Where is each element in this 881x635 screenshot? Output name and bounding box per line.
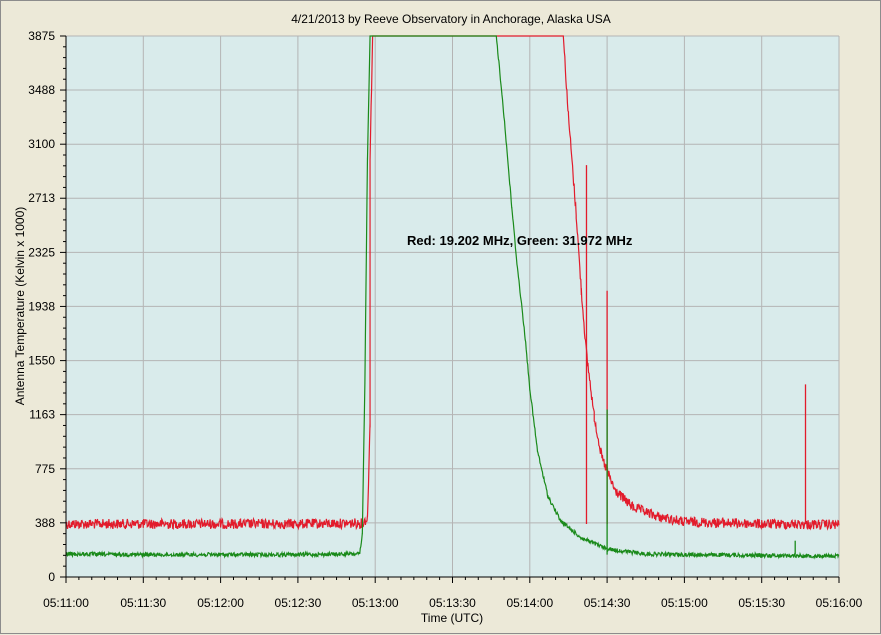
x-tick-label: 05:16:00 bbox=[816, 596, 863, 610]
x-tick-label: 05:11:30 bbox=[120, 596, 166, 610]
y-tick-label: 3875 bbox=[28, 29, 55, 43]
x-tick-label: 05:14:30 bbox=[584, 596, 631, 610]
x-tick-label: 05:11:00 bbox=[43, 596, 89, 610]
x-tick-label: 05:13:30 bbox=[429, 596, 476, 610]
y-tick-label: 2713 bbox=[28, 191, 55, 205]
x-tick-label: 05:15:30 bbox=[738, 596, 785, 610]
y-tick-label: 1163 bbox=[29, 408, 55, 422]
x-tick-label: 05:13:00 bbox=[352, 596, 399, 610]
y-tick-label: 2325 bbox=[28, 245, 55, 259]
series-line-green bbox=[65, 35, 840, 560]
x-tick-label: 05:12:30 bbox=[275, 596, 322, 610]
x-tick-label: 05:15:00 bbox=[661, 596, 708, 610]
x-tick-label: 05:14:00 bbox=[506, 596, 553, 610]
y-tick-label: 1550 bbox=[28, 354, 55, 368]
chart-title: 4/21/2013 by Reeve Observatory in Anchor… bbox=[291, 12, 611, 26]
series-layer bbox=[65, 35, 840, 560]
y-tick-label: 1938 bbox=[28, 299, 55, 313]
y-axis-label: Antenna Temperature (Kelvin x 1000) bbox=[13, 207, 27, 406]
y-tick-label: 3100 bbox=[28, 137, 55, 151]
y-tick-label: 0 bbox=[48, 570, 55, 584]
axes: 05:11:00 05:11:30 05:12:00 05:12:30 05:13:00… bbox=[28, 29, 862, 610]
y-tick-label: 3488 bbox=[28, 83, 55, 97]
x-axis-label: Time (UTC) bbox=[421, 611, 483, 625]
x-tick-label: 05:12:00 bbox=[197, 596, 244, 610]
y-tick-label: 775 bbox=[35, 462, 55, 476]
frequency-annotation: Red: 19.202 MHz, Green: 31.972 MHz bbox=[407, 233, 633, 248]
y-tick-label: 388 bbox=[35, 516, 55, 530]
